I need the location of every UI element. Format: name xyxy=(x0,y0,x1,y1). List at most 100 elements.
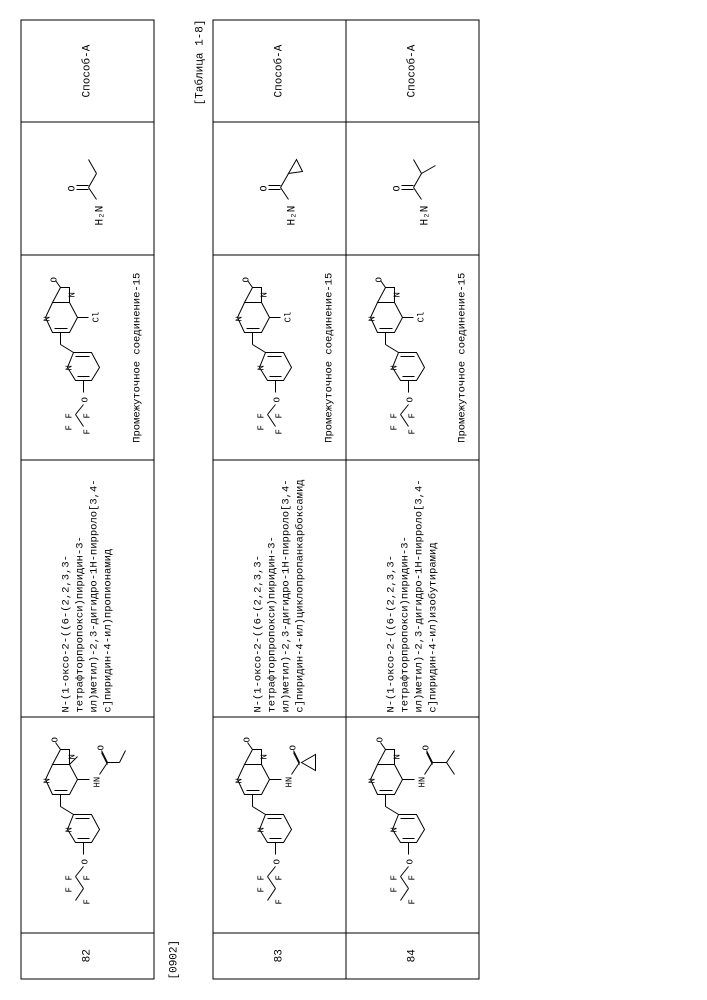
table-row: 82 O HN O xyxy=(21,20,154,979)
svg-text:HN: HN xyxy=(93,777,103,788)
svg-text:F: F xyxy=(408,899,418,904)
svg-text:F: F xyxy=(64,425,74,430)
svg-text:HN: HN xyxy=(285,777,295,788)
svg-text:F: F xyxy=(257,887,267,892)
product-structure: O HN O N xyxy=(21,717,154,933)
svg-text:N: N xyxy=(393,754,403,759)
row-number: 83 xyxy=(213,933,346,979)
svg-text:O: O xyxy=(49,278,59,283)
svg-text:F: F xyxy=(83,875,93,880)
svg-text:F: F xyxy=(390,875,400,880)
svg-text:O: O xyxy=(422,745,432,750)
reagent-cell: H₂N O xyxy=(21,122,154,255)
svg-text:N: N xyxy=(367,316,377,321)
product-structure: O HN O N N xyxy=(346,717,479,933)
method-cell: Способ-A xyxy=(346,20,479,122)
svg-text:O: O xyxy=(243,737,253,742)
compound-name: N-(1-оксо-2-((6-(2,2,3,3-тетрафторпропок… xyxy=(346,460,479,717)
svg-text:F: F xyxy=(83,899,93,904)
svg-text:O: O xyxy=(376,737,386,742)
svg-text:N: N xyxy=(64,365,74,370)
svg-text:F: F xyxy=(274,413,284,418)
svg-text:Cl: Cl xyxy=(91,312,101,323)
intermediate-label: Промежуточное соединение-15 xyxy=(456,260,468,456)
svg-text:HN: HN xyxy=(418,777,428,788)
svg-text:F: F xyxy=(389,425,399,430)
intermediate-label: Промежуточное соединение-15 xyxy=(323,260,335,456)
svg-text:N: N xyxy=(67,292,77,297)
svg-text:O: O xyxy=(273,859,283,864)
molecule-product-82: O HN O N xyxy=(28,735,148,915)
svg-text:N: N xyxy=(235,778,245,783)
svg-text:O: O xyxy=(393,186,404,192)
svg-text:H₂N: H₂N xyxy=(287,206,299,226)
molecule-product-84: O HN O N N xyxy=(353,735,473,915)
svg-text:F: F xyxy=(407,429,417,434)
svg-text:F: F xyxy=(256,413,266,418)
row-number: 84 xyxy=(346,933,479,979)
compound-name: N-(1-оксо-2-((6-(2,2,3,3-тетрафторпропок… xyxy=(21,460,154,717)
svg-text:F: F xyxy=(275,899,285,904)
svg-text:F: F xyxy=(82,429,92,434)
svg-text:F: F xyxy=(407,413,417,418)
molecule-product-83: O HN O N N O xyxy=(220,735,340,915)
intermediate-cell: O N Cl N N O F F F xyxy=(346,255,479,460)
table-row: 83 O HN O N xyxy=(213,20,346,979)
svg-text:N: N xyxy=(43,778,53,783)
molecule-intermediate-15: O N Cl N N O F F F xyxy=(357,278,452,438)
svg-text:O: O xyxy=(80,397,90,402)
svg-text:F: F xyxy=(65,875,75,880)
svg-text:F: F xyxy=(65,887,75,892)
svg-text:H₂N: H₂N xyxy=(95,206,107,226)
molecule-cyclopropanecarboxamide: H₂N O xyxy=(245,144,315,234)
svg-text:F: F xyxy=(256,425,266,430)
svg-text:N: N xyxy=(42,316,52,321)
svg-text:N: N xyxy=(392,292,402,297)
svg-text:F: F xyxy=(82,413,92,418)
svg-text:O: O xyxy=(406,859,416,864)
svg-text:O: O xyxy=(97,745,107,750)
svg-text:O: O xyxy=(68,186,79,192)
paragraph-number: [0902] xyxy=(169,20,181,980)
svg-text:N: N xyxy=(390,827,400,832)
product-structure: O HN O N N O xyxy=(213,717,346,933)
svg-text:H₂N: H₂N xyxy=(420,206,432,226)
svg-text:N: N xyxy=(68,754,78,759)
svg-text:O: O xyxy=(260,186,271,192)
reagent-cell: H₂N O xyxy=(213,122,346,255)
svg-text:N: N xyxy=(65,827,75,832)
svg-text:Cl: Cl xyxy=(416,312,426,323)
svg-text:O: O xyxy=(81,859,91,864)
svg-text:N: N xyxy=(234,316,244,321)
molecule-isobutyramide: H₂N O xyxy=(378,144,448,234)
svg-text:N: N xyxy=(257,827,267,832)
svg-text:Cl: Cl xyxy=(283,312,293,323)
svg-text:F: F xyxy=(408,875,418,880)
table-row: 84 O HN O xyxy=(346,20,479,979)
method-cell: Способ-A xyxy=(213,20,346,122)
intermediate-cell: O N Cl N N O F F F xyxy=(21,255,154,460)
reagent-cell: H₂N O xyxy=(346,122,479,255)
table-1: 82 O HN O xyxy=(21,20,155,980)
molecule-intermediate-15: O N Cl N N O F F F xyxy=(32,278,127,438)
svg-text:N: N xyxy=(259,292,269,297)
method-cell: Способ-A xyxy=(21,20,154,122)
svg-text:N: N xyxy=(368,778,378,783)
svg-text:F: F xyxy=(64,413,74,418)
compound-name: N-(1-оксо-2-((6-(2,2,3,3-тетрафторпропок… xyxy=(213,460,346,717)
svg-text:O: O xyxy=(272,397,282,402)
svg-text:O: O xyxy=(289,745,299,750)
svg-text:F: F xyxy=(275,875,285,880)
svg-text:F: F xyxy=(389,413,399,418)
svg-text:F: F xyxy=(390,887,400,892)
molecule-propionamide: H₂N O xyxy=(53,144,123,234)
intermediate-cell: O N Cl N N O F F F xyxy=(213,255,346,460)
intermediate-label: Промежуточное соединение-15 xyxy=(131,260,143,456)
row-number: 82 xyxy=(21,933,154,979)
svg-text:N: N xyxy=(389,365,399,370)
table-2: 83 O HN O N xyxy=(213,20,480,980)
table-caption: [Таблица 1-8] xyxy=(195,20,207,980)
svg-text:N: N xyxy=(256,365,266,370)
svg-text:F: F xyxy=(274,429,284,434)
svg-text:O: O xyxy=(241,278,251,283)
